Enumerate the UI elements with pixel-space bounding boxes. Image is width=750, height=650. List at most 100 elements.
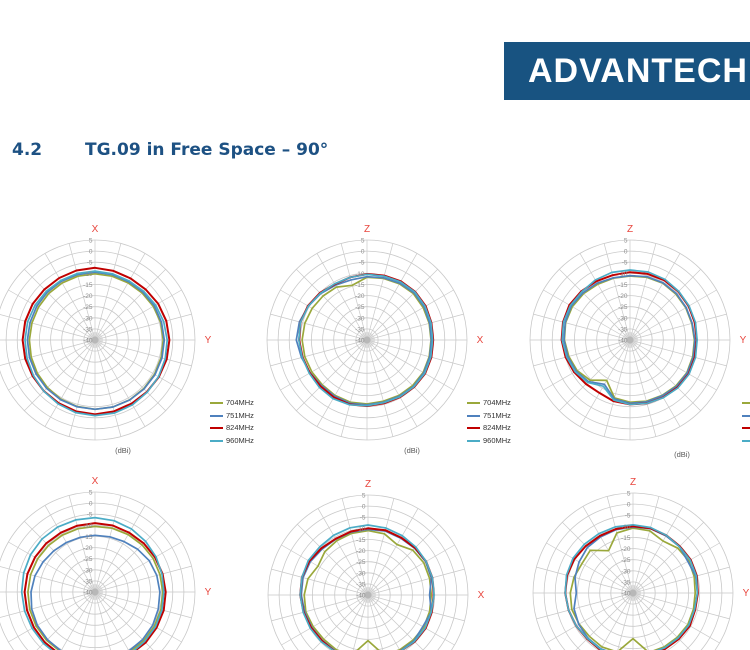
radial-tick-label: -35 bbox=[618, 326, 628, 333]
legend-line-swatch bbox=[742, 402, 750, 405]
polar-chart-top-right: 5 0 -5 -10 -15 -20 -25 -30 -35 -40 Z Y bbox=[490, 200, 750, 480]
advantech-logo-text: ADVANTECH bbox=[528, 51, 748, 90]
radial-tick-label: 0 bbox=[627, 502, 631, 509]
legend-item: 824MHz bbox=[742, 422, 750, 435]
radial-tick-label: -25 bbox=[621, 557, 631, 564]
legend-item: 824MHz bbox=[467, 422, 511, 435]
radial-tick-label: -5 bbox=[360, 515, 366, 522]
legend-line-swatch bbox=[742, 427, 750, 430]
section-heading: 4.2 TG.09 in Free Space – 90° bbox=[0, 140, 750, 164]
radial-tick-label: -5 bbox=[625, 513, 631, 520]
radial-tick-label: -20 bbox=[618, 293, 628, 300]
radial-tick-label: -25 bbox=[83, 556, 93, 563]
radial-tick-label: -5 bbox=[622, 260, 628, 267]
radial-tick-label: -20 bbox=[83, 293, 93, 300]
legend-item: 704MHz bbox=[467, 397, 511, 410]
radial-tick-label: 5 bbox=[89, 490, 93, 497]
radial-tick-label: -25 bbox=[356, 559, 366, 566]
polar-chart-bottom-middle: 5 0 -5 -10 -15 -20 -25 -30 -35 -40 Z X bbox=[228, 455, 508, 650]
radial-tick-label: -15 bbox=[83, 534, 93, 541]
radial-tick-label: -40 bbox=[621, 591, 631, 598]
advantech-logo: ADVANTECH bbox=[504, 42, 750, 100]
radial-tick-label: 5 bbox=[89, 238, 93, 245]
axis-label-right: X bbox=[477, 335, 484, 346]
legend-line-swatch bbox=[210, 439, 223, 442]
legend-line-swatch bbox=[467, 427, 480, 430]
radial-tick-label: -15 bbox=[356, 537, 366, 544]
radial-tick-label: -40 bbox=[356, 593, 366, 600]
radial-tick-label: 5 bbox=[362, 493, 366, 500]
section-title: TG.09 in Free Space – 90° bbox=[85, 140, 329, 160]
radial-tick-label: -5 bbox=[87, 512, 93, 519]
legend-item: 751MHz bbox=[742, 410, 750, 423]
legend-label: 824MHz bbox=[483, 423, 511, 432]
polar-chart-svg: 5 0 -5 -10 -15 -20 -25 -30 -35 -40 Z X bbox=[267, 479, 485, 650]
radial-tick-label: 0 bbox=[361, 249, 365, 256]
axis-label-top: X bbox=[92, 224, 99, 235]
polar-chart-svg: 5 0 -5 -10 -15 -20 -25 -30 -35 -40 Z X bbox=[266, 224, 484, 441]
radial-tick-label: -10 bbox=[356, 526, 366, 533]
radial-tick-label: -15 bbox=[618, 282, 628, 289]
radial-tick-label: -30 bbox=[618, 315, 628, 322]
radial-tick-label: -40 bbox=[83, 590, 93, 597]
axis-label-right: Y bbox=[743, 588, 750, 599]
radial-tick-label: -30 bbox=[355, 315, 365, 322]
radial-tick-label: -30 bbox=[83, 315, 93, 322]
radial-tick-label: -30 bbox=[621, 568, 631, 575]
axis-label-top: Z bbox=[364, 224, 370, 235]
radial-tick-label: 5 bbox=[627, 491, 631, 498]
legend-item: 960MHz bbox=[210, 435, 254, 448]
legend-item: 824MHz bbox=[210, 422, 254, 435]
legend-item: 704MHz bbox=[210, 397, 254, 410]
radial-tick-label: -5 bbox=[87, 260, 93, 267]
polar-chart-top-middle: 5 0 -5 -10 -15 -20 -25 -30 -35 -40 Z X bbox=[227, 200, 507, 480]
legend-line-swatch bbox=[210, 427, 223, 430]
radial-tick-label: -25 bbox=[618, 304, 628, 311]
radial-tick-label: -35 bbox=[355, 326, 365, 333]
radial-tick-label: -15 bbox=[355, 282, 365, 289]
radial-tick-label: -5 bbox=[359, 260, 365, 267]
legend-line-swatch bbox=[467, 402, 480, 405]
polar-chart-svg: 5 0 -5 -10 -15 -20 -25 -30 -35 -40 Z Y bbox=[529, 224, 747, 441]
polar-chart-top-left: 5 0 -5 -10 -15 -20 -25 -30 -35 -40 X Y bbox=[0, 200, 235, 480]
radial-tick-label: 5 bbox=[624, 238, 628, 245]
radial-tick-label: -10 bbox=[621, 524, 631, 531]
legend-line-swatch bbox=[467, 439, 480, 442]
radial-tick-label: -30 bbox=[356, 570, 366, 577]
radial-tick-label: -40 bbox=[618, 338, 628, 345]
polar-chart-svg: 5 0 -5 -10 -15 -20 -25 -30 -35 -40 X Y bbox=[0, 224, 212, 441]
radial-tick-label: -10 bbox=[83, 523, 93, 530]
legend-item: 960MHz bbox=[742, 435, 750, 448]
legend-label: 824MHz bbox=[226, 423, 254, 432]
legend-item: 751MHz bbox=[467, 410, 511, 423]
legend-label: 960MHz bbox=[226, 435, 254, 445]
chart-caption: (dBi) bbox=[674, 450, 690, 459]
polar-chart-svg: 5 0 -5 -10 -15 -20 -25 -30 -35 -40 Z Y bbox=[532, 477, 750, 650]
section-number: 4.2 bbox=[12, 140, 43, 160]
axis-label-top: Z bbox=[365, 479, 371, 490]
radial-tick-label: -20 bbox=[355, 293, 365, 300]
radial-tick-label: -40 bbox=[355, 338, 365, 345]
chart-caption: (dBi) bbox=[115, 446, 131, 455]
legend-line-swatch bbox=[742, 414, 750, 417]
radial-tick-label: -35 bbox=[356, 581, 366, 588]
legend-line-swatch bbox=[742, 439, 750, 442]
radial-tick-label: -10 bbox=[618, 271, 628, 278]
legend-item: 704MHz bbox=[742, 397, 750, 410]
radial-tick-label: 0 bbox=[89, 249, 93, 256]
polar-chart-svg: 5 0 -5 -10 -15 -20 -25 -30 -35 -40 X Y bbox=[0, 476, 212, 650]
polar-chart-bottom-right: 5 0 -5 -10 -15 -20 -25 -30 -35 -40 Z Y bbox=[493, 453, 750, 650]
axis-label-top: Z bbox=[627, 224, 633, 235]
legend-label: 751MHz bbox=[483, 410, 511, 420]
radial-tick-label: 0 bbox=[89, 501, 93, 508]
legend-item: 960MHz bbox=[467, 435, 511, 448]
legend-line-swatch bbox=[467, 414, 480, 417]
radial-tick-label: -15 bbox=[83, 282, 93, 289]
radial-tick-label: -10 bbox=[355, 271, 365, 278]
axis-label-top: Z bbox=[630, 477, 636, 488]
legend-item: 751MHz bbox=[210, 410, 254, 423]
radial-tick-label: -20 bbox=[356, 548, 366, 555]
